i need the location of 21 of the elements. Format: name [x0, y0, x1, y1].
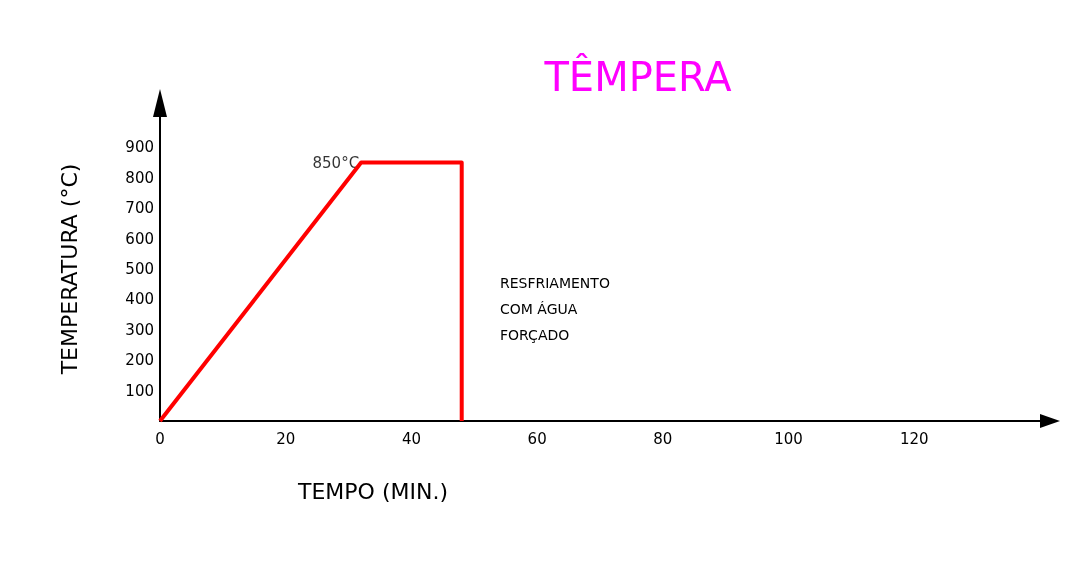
y-tick-label: 900 [125, 138, 154, 157]
y-tick-label: 200 [125, 351, 154, 370]
x-tick-label: 0 [155, 429, 165, 448]
x-axis-title: TEMPO (MIN.) [297, 478, 448, 504]
x-tick-label: 20 [276, 429, 296, 448]
y-axis-title: TEMPERATURA (°C) [56, 163, 82, 376]
x-tick-label: 80 [653, 429, 673, 448]
y-tick-label: 300 [125, 320, 154, 339]
annotation: RESFRIAMENTO COM ÁGUA FORÇADO [500, 275, 610, 343]
y-tick-label: 700 [125, 199, 154, 218]
x-tick-label: 40 [401, 429, 421, 448]
x-tick-label: 60 [527, 429, 547, 448]
annotation: 850°C [312, 153, 360, 172]
x-tick-label: 120 [899, 429, 929, 448]
y-tick-label: 600 [125, 229, 154, 248]
y-tick-label: 400 [125, 290, 154, 309]
y-tick-label: 800 [125, 168, 154, 187]
y-tick-label: 100 [125, 381, 154, 400]
chart-title: TÊMPERA [543, 53, 733, 100]
x-tick-label: 100 [774, 429, 803, 448]
y-tick-label: 500 [125, 260, 154, 278]
